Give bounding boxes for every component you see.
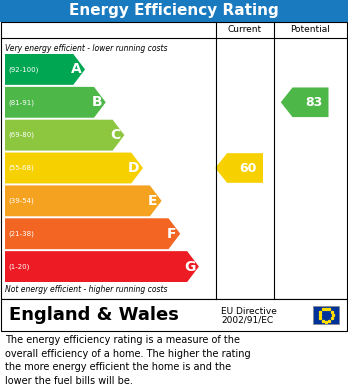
Text: G: G [184, 260, 196, 274]
Text: C: C [110, 128, 120, 142]
Text: (55-68): (55-68) [8, 165, 34, 171]
Bar [313, 306, 339, 324]
Text: E: E [148, 194, 157, 208]
Text: (69-80): (69-80) [8, 132, 34, 138]
Polygon shape [5, 120, 124, 151]
Text: EU Directive: EU Directive [221, 307, 277, 316]
Bar [1, 22, 347, 299]
Text: Potential: Potential [291, 25, 331, 34]
Text: 2002/91/EC: 2002/91/EC [221, 316, 273, 325]
Text: 60: 60 [239, 161, 257, 174]
Polygon shape [215, 153, 263, 183]
Text: Not energy efficient - higher running costs: Not energy efficient - higher running co… [5, 285, 167, 294]
Text: Very energy efficient - lower running costs: Very energy efficient - lower running co… [5, 44, 167, 53]
Text: 83: 83 [305, 96, 322, 109]
Text: A: A [71, 63, 81, 76]
Text: (81-91): (81-91) [8, 99, 34, 106]
Polygon shape [5, 54, 85, 85]
Text: (39-54): (39-54) [8, 197, 34, 204]
Polygon shape [5, 185, 161, 216]
Text: (1-20): (1-20) [8, 263, 29, 270]
Polygon shape [5, 218, 180, 249]
Polygon shape [281, 88, 329, 117]
Bar [0, 0, 348, 22]
Text: (21-38): (21-38) [8, 230, 34, 237]
Text: B: B [92, 95, 102, 109]
Text: (92-100): (92-100) [8, 66, 38, 73]
Text: Current: Current [228, 25, 262, 34]
Polygon shape [5, 87, 106, 118]
Polygon shape [5, 152, 143, 183]
Text: England & Wales: England & Wales [9, 306, 179, 324]
Bar [1, 299, 347, 331]
Text: F: F [166, 227, 176, 241]
Text: The energy efficiency rating is a measure of the
overall efficiency of a home. T: The energy efficiency rating is a measur… [5, 335, 251, 386]
Text: Energy Efficiency Rating: Energy Efficiency Rating [69, 4, 279, 18]
Text: D: D [128, 161, 140, 175]
Polygon shape [5, 251, 199, 282]
